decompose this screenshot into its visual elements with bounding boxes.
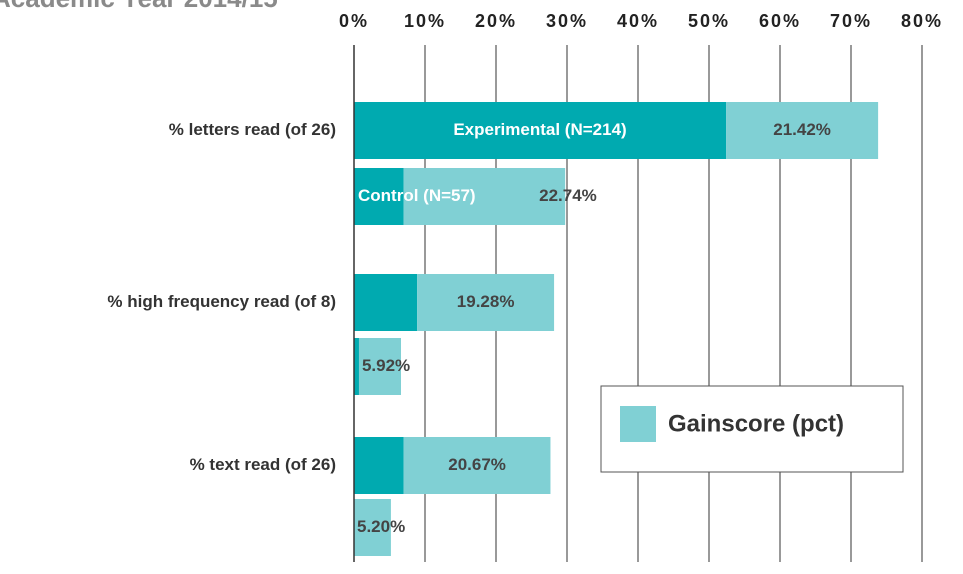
bar-segment	[417, 274, 555, 331]
bar-segment	[354, 499, 391, 556]
legend-swatch	[620, 406, 656, 442]
bar-segment	[403, 437, 551, 494]
x-tick-label: 20%	[475, 11, 517, 31]
x-tick-label: 80%	[901, 11, 943, 31]
value-label: 21.42%	[773, 120, 831, 139]
bar-segment	[354, 102, 727, 159]
value-label: 5.92%	[362, 356, 410, 375]
value-label: 20.67%	[448, 455, 506, 474]
annotation: Control (N=57)	[358, 186, 476, 205]
x-tick-label: 10%	[404, 11, 446, 31]
x-tick-label: 0%	[339, 11, 369, 31]
value-label: 22.74%	[539, 186, 597, 205]
legend-label: Gainscore (pct)	[668, 410, 844, 437]
bar-segment	[354, 274, 418, 331]
bar-segment	[354, 168, 404, 225]
annotation: Experimental (N=214)	[453, 120, 626, 139]
value-label: 5.20%	[357, 517, 405, 536]
x-tick-label: 40%	[617, 11, 659, 31]
x-tick-label: 50%	[688, 11, 730, 31]
chart-title: Academic Year 2014/15	[0, 0, 278, 13]
bar-segment	[354, 437, 404, 494]
bar-segment	[726, 102, 879, 159]
bar-segment	[354, 338, 359, 395]
y-tick-label: % high frequency read (of 8)	[107, 292, 336, 311]
x-tick-label: 70%	[830, 11, 872, 31]
y-tick-label: % text read (of 26)	[190, 455, 336, 474]
x-tick-label: 30%	[546, 11, 588, 31]
bar-segment	[403, 168, 566, 225]
x-tick-label: 60%	[759, 11, 801, 31]
bar-segment	[358, 338, 402, 395]
y-tick-label: % letters read (of 26)	[169, 120, 336, 139]
value-label: 19.28%	[457, 292, 515, 311]
